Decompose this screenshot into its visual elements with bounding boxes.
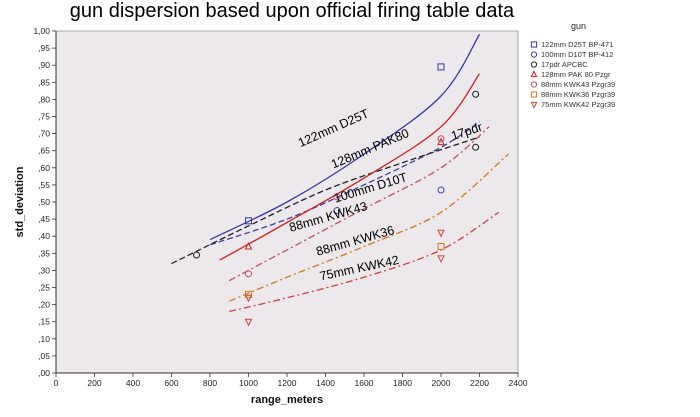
- legend-label: 17pdr APCBC: [541, 60, 588, 69]
- y-tick-label: ,95: [38, 43, 50, 53]
- legend-marker-6: [530, 101, 538, 109]
- legend-label: 88mm KWK43 Pzgr39: [541, 80, 615, 89]
- data-point-series-5: [245, 290, 252, 298]
- fit-line-3: [219, 73, 481, 261]
- y-tick-label: ,20: [38, 300, 50, 310]
- legend-marker-5: [530, 91, 538, 98]
- fit-line-6: [229, 211, 500, 313]
- fit-line-2: [171, 136, 480, 265]
- y-tick-label: ,75: [38, 112, 50, 122]
- x-tick-label: 2400: [509, 378, 528, 388]
- data-point-series-2: [472, 143, 480, 151]
- data-point-series-5: [437, 242, 445, 250]
- data-point-series-4: [437, 135, 445, 143]
- x-tick-label: 1200: [278, 378, 297, 388]
- fit-line-5: [229, 153, 509, 302]
- x-tick-label: 600: [164, 378, 178, 388]
- legend-marker-1: [530, 51, 538, 58]
- legend-marker-2: [530, 61, 538, 68]
- y-tick-label: ,55: [38, 180, 50, 190]
- legend-label: 128mm PAK 80 Pzgr: [541, 70, 611, 79]
- legend-marker-4: [530, 81, 538, 88]
- y-tick-label: ,50: [38, 197, 50, 207]
- y-tick-label: 1,00: [33, 26, 50, 36]
- legend-label: 122mm D25T BP-471: [541, 40, 613, 49]
- data-point-series-0: [245, 217, 252, 225]
- x-tick-label: 1000: [239, 378, 258, 388]
- y-tick-label: ,00: [38, 368, 50, 378]
- legend-marker-3: [530, 70, 538, 78]
- x-tick-label: 0: [54, 378, 59, 388]
- x-tick-label: 1800: [393, 378, 412, 388]
- legend-label: 88mm KWK36 Pzgr39: [541, 90, 615, 99]
- data-point-series-6: [244, 294, 253, 303]
- x-tick-label: 800: [203, 378, 217, 388]
- y-tick-label: ,80: [38, 94, 50, 104]
- fit-line-0: [209, 34, 481, 241]
- x-tick-label: 1400: [316, 378, 335, 388]
- x-tick-label: 200: [87, 378, 101, 388]
- y-tick-label: ,60: [38, 163, 50, 173]
- y-tick-label: ,90: [38, 60, 50, 70]
- data-point-series-2: [193, 251, 201, 259]
- y-tick-label: ,65: [38, 146, 50, 156]
- x-tick-label: 2000: [432, 378, 451, 388]
- legend-label: 75mm KWK42 Pzgr39: [541, 100, 615, 109]
- fit-curves: [171, 34, 509, 313]
- data-point-series-1: [437, 186, 445, 194]
- y-tick-label: ,35: [38, 248, 50, 258]
- x-axis-ticks: 0 200 400 600 800 1000 1200 1400 1600 1800 2000 220…: [54, 373, 528, 388]
- data-point-series-4: [333, 193, 341, 201]
- legend-title: gun: [571, 21, 586, 31]
- data-point-series-1: [333, 207, 341, 215]
- y-tick-label: ,05: [38, 351, 50, 361]
- y-tick-label: ,40: [38, 231, 50, 241]
- x-tick-label: 2200: [470, 378, 489, 388]
- legend-label: 100mm D10T BP-412: [541, 50, 613, 59]
- y-tick-label: ,25: [38, 283, 50, 293]
- y-axis-label: std_deviation: [14, 166, 26, 237]
- fit-line-1: [209, 121, 480, 246]
- y-tick-label: ,70: [38, 129, 50, 139]
- x-tick-label: 1600: [355, 378, 374, 388]
- y-tick-label: ,10: [38, 334, 50, 344]
- x-axis-label: range_meters: [251, 394, 323, 406]
- y-axis-ticks: ,00 ,05 ,10 ,15 ,20 ,25 ,30 ,35 ,40 ,45 ,50 ,55 ,60,…: [33, 26, 56, 378]
- data-point-series-6: [244, 318, 253, 327]
- y-tick-label: ,85: [38, 77, 50, 87]
- y-tick-label: ,30: [38, 265, 50, 275]
- data-point-series-2: [472, 90, 480, 98]
- y-tick-label: ,15: [38, 317, 50, 327]
- data-point-series-3: [244, 241, 253, 250]
- data-point-series-6: [437, 255, 445, 264]
- legend-marker-0: [530, 41, 538, 48]
- x-tick-label: 400: [126, 378, 140, 388]
- data-point-series-0: [437, 63, 445, 71]
- y-tick-label: ,45: [38, 214, 50, 224]
- data-point-series-4: [245, 270, 252, 278]
- fit-line-4: [228, 126, 490, 282]
- chart-title: gun dispersion based upon official firin…: [70, 0, 515, 22]
- data-point-series-6: [437, 229, 445, 238]
- data-points: [193, 63, 480, 327]
